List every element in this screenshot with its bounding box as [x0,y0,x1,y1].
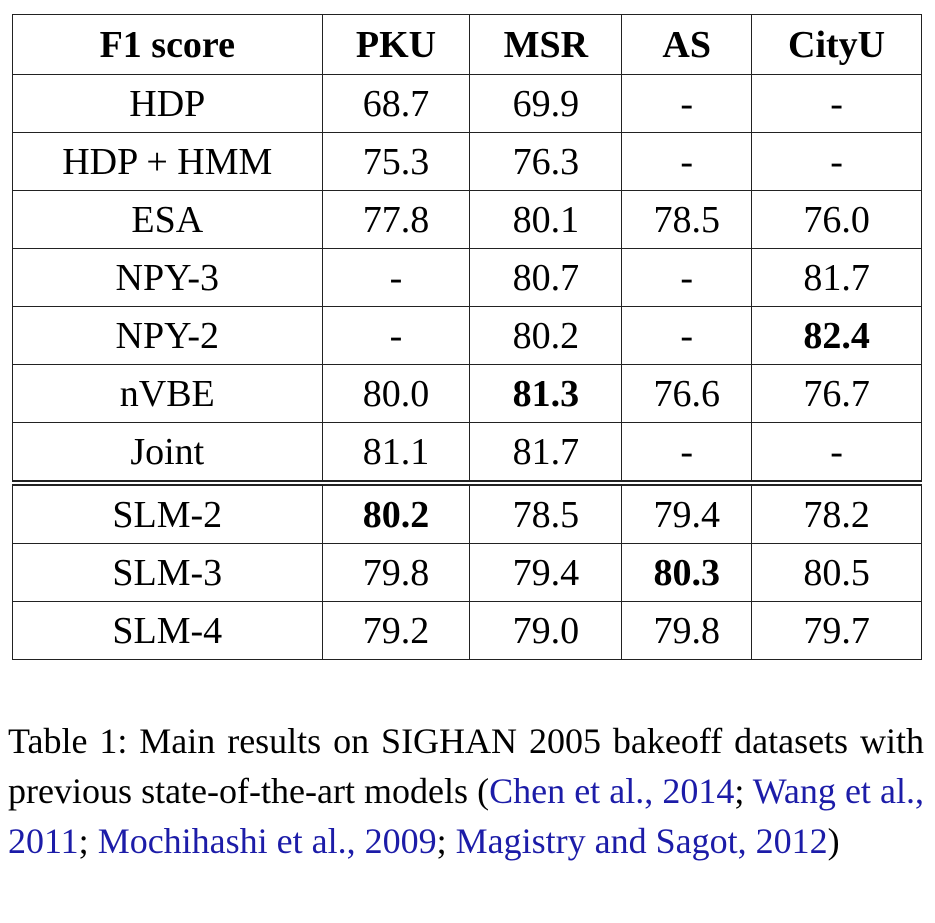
score-cell: - [621,74,753,133]
score-cell: 79.7 [751,601,922,660]
score-cell: 75.3 [321,132,471,191]
row-label: SLM-4 [12,601,323,660]
score-cell: 82.4 [751,306,922,365]
table-row: nVBE 80.0 81.3 76.6 76.7 [12,364,922,423]
score-cell: 79.8 [321,543,471,602]
caption-text: ; [734,771,753,811]
score-cell: 78.2 [751,480,922,544]
caption: Table 1: Main results on SIGHAN 2005 bak… [8,716,924,866]
score-cell: 80.3 [621,543,753,602]
score-cell: 80.1 [469,190,623,249]
citation-link[interactable]: Chen et al., 2014 [489,771,735,811]
score-cell: 81.1 [321,422,471,484]
score-cell: - [751,132,922,191]
table-row: HDP 68.7 69.9- - [12,74,922,133]
score-cell: - [751,74,922,133]
score-cell: 76.3 [469,132,623,191]
caption-text: ) [827,821,840,861]
score-cell: - [321,306,471,365]
score-cell: 81.7 [751,248,922,307]
score-cell: - [621,306,753,365]
row-label: NPY-3 [12,248,323,307]
score-cell: 79.2 [321,601,471,660]
row-label: HDP + HMM [12,132,323,191]
citation-link[interactable]: Wang et al., 2011 [8,771,924,861]
header-row: F1 score PKU MSR AS CityU [12,14,922,75]
score-cell: 80.5 [751,543,922,602]
score-cell: 76.7 [751,364,922,423]
score-cell: 80.2 [469,306,623,365]
row-label: ESA [12,190,323,249]
header-cell: AS [621,14,753,75]
row-label: NPY-2 [12,306,323,365]
table-row: SLM-3 79.8 79.4 80.3 80.5 [12,543,922,602]
table-body: HDP 68.7 69.9- - HDP + HMM 75.3 76.3- - ESA 77.8 8… [12,74,922,660]
score-cell: - [621,422,753,484]
results-table: F1 score PKU MSR AS CityU HDP 68.7 69.9- - HDP +… [12,14,922,660]
row-label: HDP [12,74,323,133]
score-cell: 68.7 [321,74,471,133]
score-cell: - [621,132,753,191]
score-cell: - [621,248,753,307]
header-cell: CityU [751,14,922,75]
citation-link[interactable]: Mochihashi et al., 2009 [97,821,437,861]
table-row: HDP + HMM 75.3 76.3- - [12,132,922,191]
score-cell: 78.5 [621,190,753,249]
score-cell: - [321,248,471,307]
table-row: NPY-2-80.2-82.4 [12,306,922,365]
score-cell: 77.8 [321,190,471,249]
table-row: ESA 77.8 80.1 78.5 76.0 [12,190,922,249]
score-cell: 80.7 [469,248,623,307]
row-label: SLM-2 [12,480,323,544]
table-row: Joint 81.1 81.7- - [12,422,922,484]
score-cell: 79.4 [621,480,753,544]
score-cell: 69.9 [469,74,623,133]
score-cell: 76.0 [751,190,922,249]
table-row: SLM-2 80.2 78.5 79.4 78.2 [12,480,922,544]
header-cell: PKU [321,14,471,75]
table-header: F1 score PKU MSR AS CityU [12,14,922,75]
score-cell: - [751,422,922,484]
score-cell: 79.4 [469,543,623,602]
caption-text: ; [436,821,456,861]
score-cell: 76.6 [621,364,753,423]
caption-text: ; [78,821,98,861]
score-cell: 79.8 [621,601,753,660]
score-cell: 78.5 [469,480,623,544]
row-label: SLM-3 [12,543,323,602]
score-cell: 79.0 [469,601,623,660]
table-row: SLM-4 79.2 79.0 79.8 79.7 [12,601,922,660]
score-cell: 81.7 [469,422,623,484]
header-cell: F1 score [12,14,323,75]
header-cell: MSR [469,14,623,75]
citation-link[interactable]: Magistry and Sagot, 2012 [455,821,828,861]
score-cell: 80.2 [321,480,471,544]
score-cell: 80.0 [321,364,471,423]
row-label: nVBE [12,364,323,423]
row-label: Joint [12,422,323,484]
caption-text: Table 1: Main results on SIGHAN 2005 bak… [8,721,924,811]
table-row: NPY-3-80.7-81.7 [12,248,922,307]
score-cell: 81.3 [469,364,623,423]
